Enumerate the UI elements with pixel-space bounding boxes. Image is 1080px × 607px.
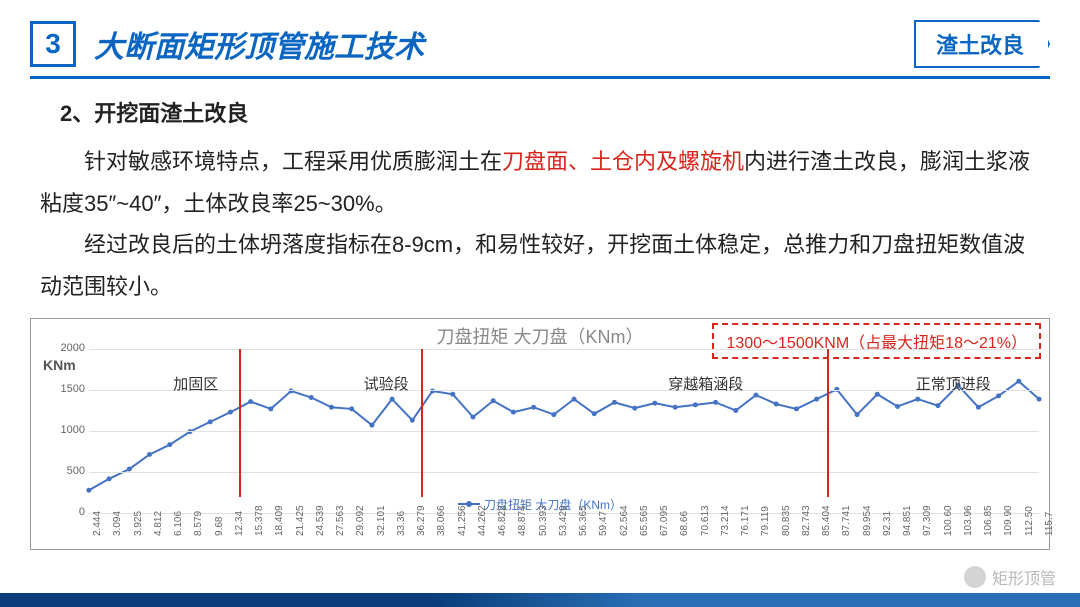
x-tick: 89.954 (862, 505, 873, 536)
x-tick: 106.85 (983, 505, 994, 536)
region-divider (827, 349, 829, 497)
x-tick: 112.50 (1024, 506, 1035, 536)
x-tick: 8.579 (193, 511, 204, 536)
x-tick: 109.90 (1003, 505, 1014, 536)
subtitle: 2、开挖面渣土改良 (40, 93, 1040, 135)
y-tick: 1000 (55, 424, 85, 436)
x-tick: 12.34 (234, 511, 245, 536)
region-label: 穿越箱涵段 (668, 373, 743, 394)
x-tick: 85.404 (821, 505, 832, 536)
region-label: 试验段 (364, 373, 409, 394)
y-tick: 1500 (55, 383, 85, 395)
x-tick: 41.256 (457, 505, 468, 536)
x-tick: 27.563 (335, 505, 346, 536)
x-tick: 4.812 (153, 511, 164, 536)
x-tick: 53.429 (558, 505, 569, 536)
x-tick: 3.094 (112, 511, 123, 536)
divider (30, 76, 1050, 79)
x-tick: 68.66 (679, 511, 690, 536)
x-tick: 67.095 (659, 505, 670, 536)
x-tick: 87.741 (841, 505, 852, 536)
y-tick: 0 (55, 506, 85, 518)
x-tick: 103.96 (963, 505, 974, 536)
y-tick: 500 (55, 465, 85, 477)
x-tick: 32.101 (376, 505, 387, 536)
x-tick: 73.214 (720, 505, 731, 536)
region-label: 加固区 (173, 373, 218, 394)
watermark-text: 矩形顶管 (992, 565, 1056, 589)
x-tick: 79.119 (760, 506, 771, 536)
x-tick: 62.564 (619, 505, 630, 536)
y-tick: 2000 (55, 342, 85, 354)
wechat-icon (964, 566, 986, 588)
x-tick: 100.60 (943, 505, 954, 536)
paragraph-2: 经过改良后的土体坍落度指标在8-9cm，和易性较好，开挖面土体稳定，总推力和刀盘… (40, 224, 1040, 308)
x-tick: 3.925 (133, 511, 144, 536)
x-tick: 76.171 (740, 505, 751, 536)
x-tick: 50.393 (538, 505, 549, 536)
watermark: 矩形顶管 (964, 565, 1056, 589)
torque-chart: 刀盘扭矩 大刀盘（KNm） 1300～1500KNM（占最大扭矩18～21%） … (30, 318, 1050, 550)
x-tick: 70.613 (700, 505, 711, 536)
section-number: 3 (30, 21, 76, 67)
footer-bar (0, 593, 1080, 607)
region-divider (239, 349, 241, 497)
content: 2、开挖面渣土改良 针对敏感环境特点，工程采用优质膨润土在刀盘面、土仓内及螺旋机… (0, 93, 1080, 308)
x-tick: 94.851 (902, 505, 913, 536)
x-tick: 36.279 (416, 505, 427, 536)
x-tick: 18.409 (274, 505, 285, 536)
page-title: 大断面矩形顶管施工技术 (94, 22, 914, 66)
p1-highlight: 刀盘面、土仓内及螺旋机 (502, 149, 744, 174)
x-tick: 24.539 (315, 505, 326, 536)
x-tick: 21.425 (295, 505, 306, 536)
x-tick: 6.106 (173, 511, 184, 536)
x-tick: 46.822 (497, 505, 508, 536)
x-tick: 48.874 (517, 505, 528, 536)
x-tick: 56.365 (578, 505, 589, 536)
x-tick: 82.743 (801, 505, 812, 536)
x-tick: 97.309 (922, 505, 933, 536)
header: 3 大断面矩形顶管施工技术 渣土改良 (0, 0, 1080, 76)
region-divider (421, 349, 423, 497)
paragraph-1: 针对敏感环境特点，工程采用优质膨润土在刀盘面、土仓内及螺旋机内进行渣土改良，膨润… (40, 141, 1040, 225)
x-tick: 44.262 (477, 505, 488, 536)
x-tick: 65.565 (639, 505, 650, 536)
x-tick: 15.378 (254, 505, 265, 536)
x-tick: 38.066 (436, 505, 447, 536)
x-tick: 9.68 (214, 517, 225, 536)
x-tick: 80.835 (781, 505, 792, 536)
x-tick: 92.31 (882, 511, 893, 536)
p1-text-a: 针对敏感环境特点，工程采用优质膨润土在 (84, 149, 502, 174)
x-tick: 115.7 (1044, 512, 1055, 536)
x-tick: 2.444 (92, 511, 103, 536)
topic-badge: 渣土改良 (914, 20, 1050, 68)
x-tick: 59.47 (598, 511, 609, 536)
x-tick: 29.092 (355, 505, 366, 536)
x-tick: 33.36 (396, 511, 407, 536)
region-label: 正常顶进段 (916, 373, 991, 394)
